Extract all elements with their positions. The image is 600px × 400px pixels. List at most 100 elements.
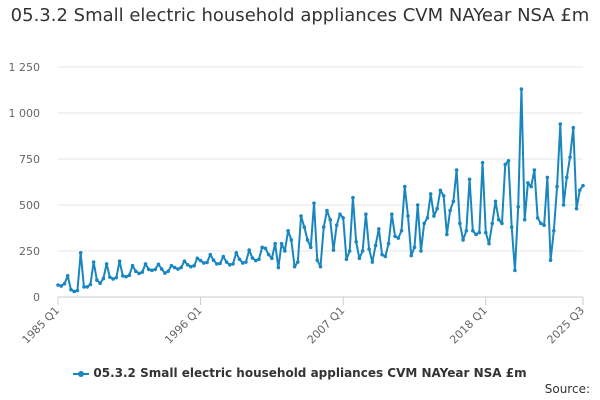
data-point [415,203,420,207]
data-point [130,263,135,268]
y-tick-label: 500 [19,199,40,212]
data-point [185,263,190,267]
data-point [62,281,67,286]
data-point [237,257,242,262]
data-point [257,257,261,262]
data-point [412,245,417,250]
data-point [182,259,187,263]
data-point [286,228,290,233]
data-point [454,168,459,172]
data-point [509,225,514,229]
data-point [354,240,358,244]
x-tick-label: 1996 Q1 [162,304,205,347]
data-point [503,162,508,167]
data-point [211,258,216,263]
data-point [529,184,533,189]
data-point [428,192,433,196]
data-point [568,155,572,159]
data-point [65,274,70,278]
legend-label: 05.3.2 Small electric household applianc… [93,366,527,380]
data-point [189,264,193,269]
data-point [240,261,245,265]
data-point [296,260,300,264]
data-point [564,175,569,180]
data-point [283,249,287,253]
data-point [519,87,524,91]
data-point [399,228,404,233]
data-point [419,249,423,253]
data-point [263,246,268,251]
data-point [227,263,232,267]
data-point [82,285,86,289]
data-point [526,181,530,185]
data-point [432,214,436,218]
data-point [458,221,462,226]
data-point [474,232,478,237]
data-point [221,254,226,259]
data-point [321,225,326,229]
data-point [127,273,132,278]
data-point [483,230,488,235]
data-point [545,175,550,180]
data-point [195,256,200,261]
data-point [373,243,378,248]
data-point [461,238,465,242]
data-point [389,212,394,216]
chart-title: 05.3.2 Small electric household applianc… [10,5,590,26]
data-point [305,238,310,242]
data-point [270,256,274,261]
data-point [140,270,145,274]
data-point [409,253,414,258]
data-point [124,274,128,279]
data-point [328,217,333,222]
data-point [574,206,579,211]
data-point [357,256,362,261]
data-point [351,195,355,200]
data-point [163,271,167,275]
data-point [176,267,180,271]
data-point [218,261,222,266]
data-point [338,212,342,216]
data-point [202,261,206,265]
x-tick-label: 1985 Q1 [20,304,63,347]
data-point [464,228,469,233]
data-point [406,214,410,218]
data-point [137,271,141,276]
y-tick-label: 1 250 [9,61,41,74]
series-line [57,88,584,293]
data-point [179,265,183,270]
legend[interactable]: 05.3.2 Small electric household applianc… [0,366,600,380]
data-point [91,260,96,264]
data-point [169,263,174,268]
data-point [334,223,339,228]
data-point [347,249,352,253]
data-point [69,287,73,292]
data-point [78,251,83,255]
data-point [56,283,60,287]
data-point [542,223,546,228]
legend-swatch-icon [73,369,90,379]
data-point [480,160,485,165]
data-point [108,275,112,279]
data-point [383,254,388,259]
data-point [535,216,540,220]
data-point [289,238,294,242]
data-point [396,236,401,240]
x-tick-label: 2018 Q1 [447,304,490,347]
data-point [250,256,255,260]
data-point [380,252,384,257]
data-point [72,289,77,294]
data-point [438,188,443,193]
data-point [156,262,161,267]
data-point [308,245,313,250]
data-point [104,262,109,266]
data-point [506,159,511,163]
data-point [150,268,154,273]
data-point [85,285,89,289]
data-point [516,205,520,209]
data-point [425,216,430,220]
data-point [487,241,491,246]
data-point [273,241,277,246]
data-point [441,194,446,198]
data-point [555,184,559,189]
